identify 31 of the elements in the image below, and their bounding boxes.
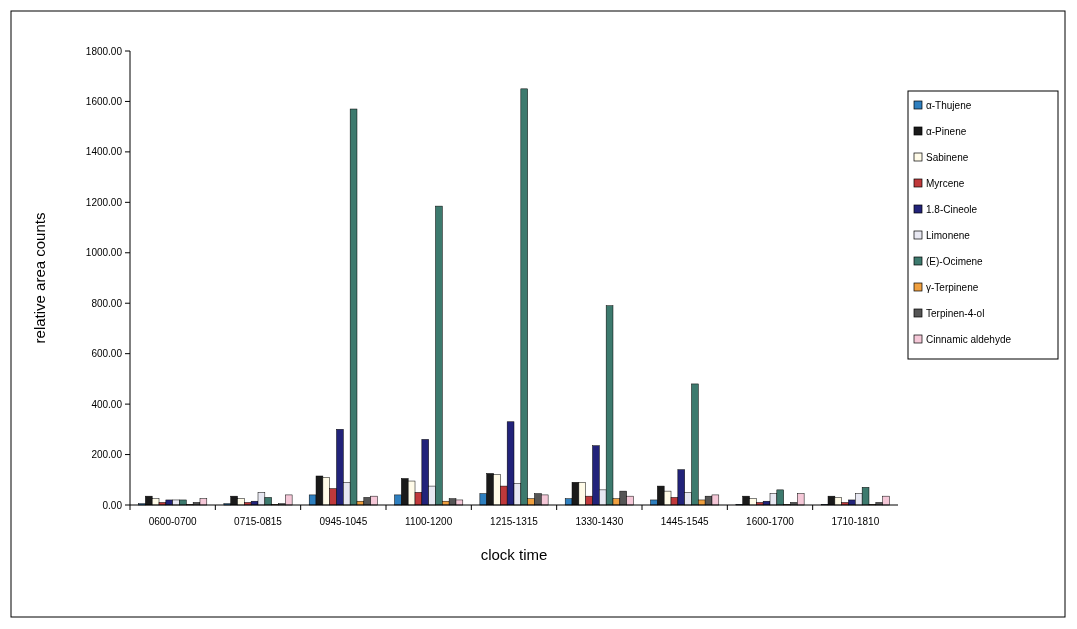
x-tick-label: 1600-1700 [746, 516, 795, 527]
y-tick-label: 800.00 [91, 297, 123, 309]
x-tick-label: 1330-1430 [575, 516, 624, 527]
x-axis-title: clock time [480, 546, 548, 563]
x-tick-label: 1100-1200 [405, 516, 453, 527]
y-tick-label: 600.00 [91, 348, 123, 360]
x-tick-label: 1215-1315 [490, 516, 539, 527]
y-tick-label: 1800.00 [85, 45, 123, 57]
legend-label: (E)-Ocimene [926, 255, 984, 267]
legend-label: Cinnamic aldehyde [926, 333, 1012, 345]
legend-label: Limonene [926, 229, 971, 241]
y-tick-label: 400.00 [91, 398, 123, 410]
legend-label: α-Thujene [926, 99, 972, 111]
y-tick-label: 1200.00 [85, 196, 123, 208]
y-tick-label: 1000.00 [85, 247, 123, 259]
legend-label: α-Pinene [926, 125, 967, 137]
legend-label: Terpinen-4-ol [926, 307, 985, 319]
legend-label: Sabinene [926, 151, 969, 163]
x-tick-label: 0600-0700 [148, 516, 198, 527]
x-tick-label: 1445-1545 [660, 516, 710, 527]
y-tick-label: 1600.00 [85, 95, 123, 107]
y-tick-label: 1400.00 [85, 146, 123, 158]
legend-label: Myrcene [926, 177, 965, 189]
y-tick-label: 200.00 [91, 449, 123, 461]
x-tick-label: 0945-1045 [319, 516, 368, 527]
legend-label: γ-Terpinene [926, 281, 979, 293]
x-tick-label: 0715-0815 [234, 516, 283, 527]
x-tick-label: 1710-1810 [831, 516, 880, 527]
y-tick-label: 0.00 [102, 499, 123, 511]
legend-label: 1.8-Cineole [926, 203, 978, 215]
y-axis-title: relative area counts [31, 212, 48, 344]
